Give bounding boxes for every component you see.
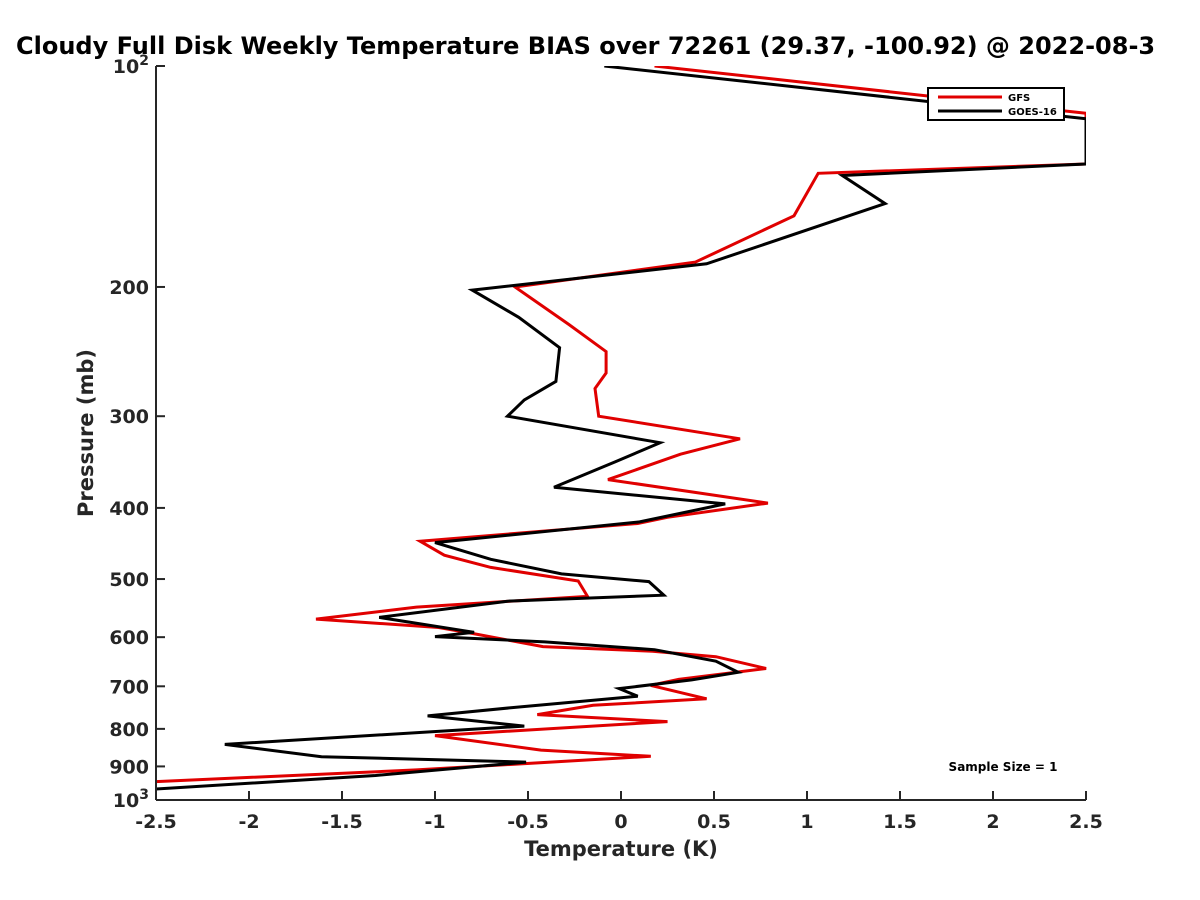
x-tick-label: -1	[424, 811, 445, 833]
y-tick-label: 200	[109, 277, 149, 299]
y-tick-label: 400	[109, 498, 149, 520]
y-tick-label: 700	[109, 676, 149, 698]
x-axis-label: Temperature (K)	[524, 837, 718, 861]
sample-size-annotation: Sample Size = 1	[949, 760, 1058, 774]
legend-entry: GOES-16	[1008, 107, 1057, 118]
chart-title: Cloudy Full Disk Weekly Temperature BIAS…	[16, 32, 1156, 60]
x-tick-label: 1	[800, 811, 813, 833]
legend-entry: GFS	[1008, 93, 1030, 104]
legend: GFS GOES-16	[927, 87, 1065, 121]
x-tick-label: 2.5	[1069, 811, 1103, 833]
series-line-gfs	[156, 66, 1086, 784]
x-tick-label: 0	[614, 811, 627, 833]
x-tick-label: -1.5	[321, 811, 363, 833]
y-tick-label: 300	[109, 406, 149, 428]
y-tick-label: 102	[113, 53, 149, 78]
axis-layer: -2.5 -2 -1.5 -1 -0.5 0 0.5 1 1.5 2 2.5 102 200 300 400…	[109, 53, 1103, 833]
y-tick-label: 103	[113, 787, 149, 812]
series-line-goes-16	[156, 66, 1086, 791]
y-tick-label: 900	[109, 756, 149, 778]
y-tick-label: 600	[109, 627, 149, 649]
x-tick-label: 2	[986, 811, 999, 833]
series-layer	[156, 66, 1086, 791]
y-tick-label: 500	[109, 569, 149, 591]
legend-box	[927, 87, 1065, 121]
x-tick-label: -2	[238, 811, 259, 833]
series-group	[156, 66, 1086, 791]
x-tick-label: 0.5	[697, 811, 731, 833]
x-tick-label: -2.5	[135, 811, 177, 833]
x-tick-label: 1.5	[883, 811, 917, 833]
y-tick-label: 800	[109, 719, 149, 741]
y-axis-label: Pressure (mb)	[74, 349, 98, 517]
x-tick-label: -0.5	[507, 811, 549, 833]
